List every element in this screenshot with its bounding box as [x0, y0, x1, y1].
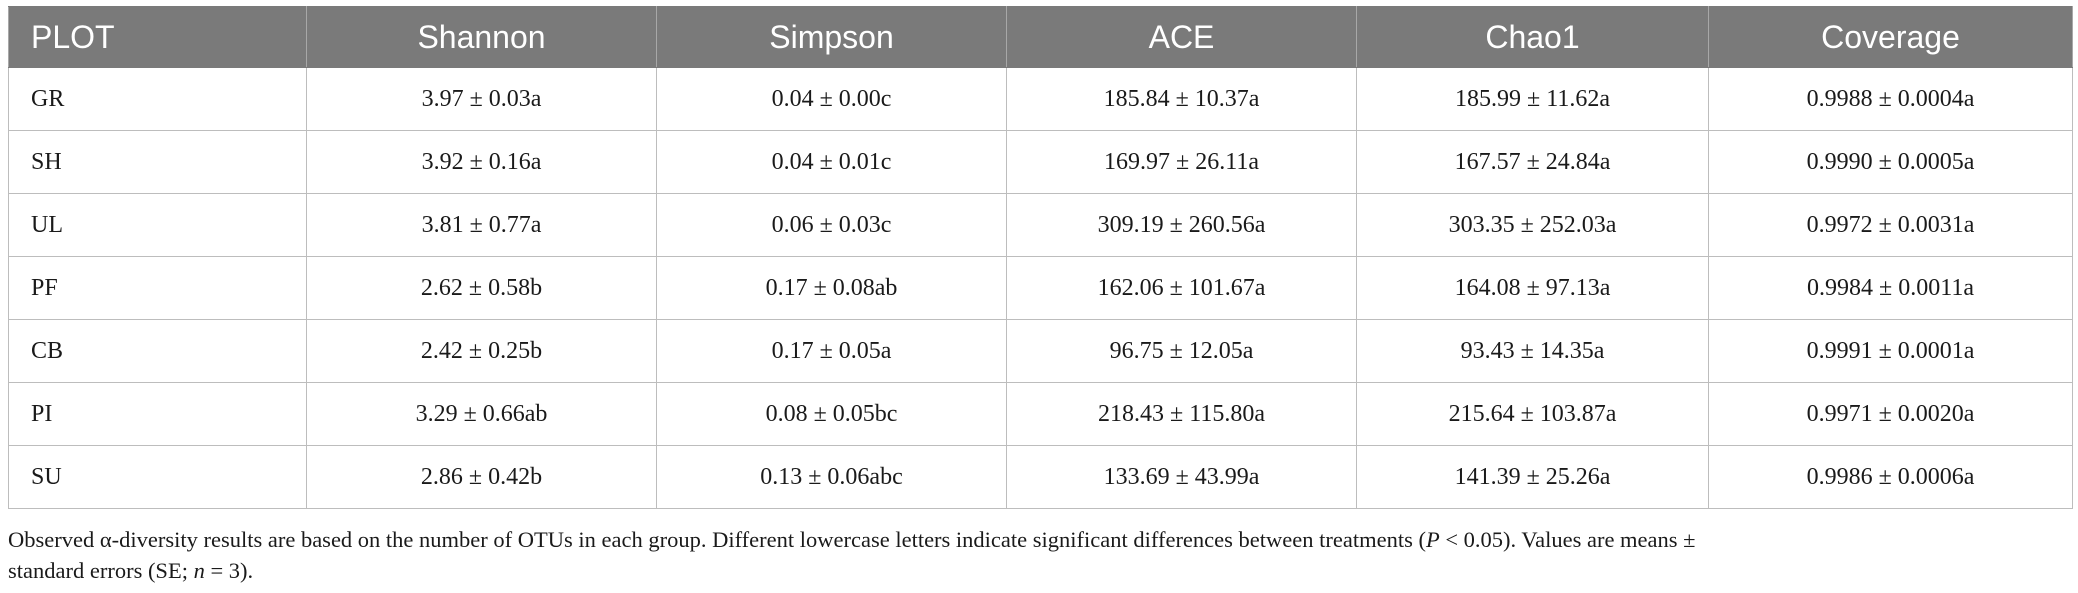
cell-shannon: 3.97 ± 0.03a	[306, 67, 657, 131]
cell-plot: GR	[8, 67, 307, 131]
column-header-ace: ACE	[1006, 6, 1357, 68]
cell-coverage: 0.9984 ± 0.0011a	[1708, 256, 2073, 320]
footnote-text: Observed α-diversity results are based o…	[8, 527, 1426, 552]
cell-coverage: 0.9991 ± 0.0001a	[1708, 319, 2073, 383]
column-header-simpson: Simpson	[656, 6, 1007, 68]
cell-simpson: 0.06 ± 0.03c	[656, 193, 1007, 257]
footnote-p-symbol: P	[1425, 527, 1440, 552]
results-table-container: PLOT Shannon Simpson ACE Chao1 Coverage …	[8, 6, 2073, 509]
cell-simpson: 0.17 ± 0.05a	[656, 319, 1007, 383]
cell-ace: 185.84 ± 10.37a	[1006, 67, 1357, 131]
cell-ace: 133.69 ± 43.99a	[1006, 445, 1357, 509]
table-row: PF 2.62 ± 0.58b 0.17 ± 0.08ab 162.06 ± 1…	[8, 256, 2073, 320]
cell-chao1: 93.43 ± 14.35a	[1356, 319, 1709, 383]
cell-ace: 96.75 ± 12.05a	[1006, 319, 1357, 383]
cell-shannon: 2.42 ± 0.25b	[306, 319, 657, 383]
column-header-shannon: Shannon	[306, 6, 657, 68]
cell-coverage: 0.9972 ± 0.0031a	[1708, 193, 2073, 257]
cell-shannon: 2.86 ± 0.42b	[306, 445, 657, 509]
footnote-text: < 0.05). Values are means ±	[1439, 527, 1696, 552]
cell-chao1: 303.35 ± 252.03a	[1356, 193, 1709, 257]
table-row: GR 3.97 ± 0.03a 0.04 ± 0.00c 185.84 ± 10…	[8, 67, 2073, 131]
column-header-chao1: Chao1	[1356, 6, 1709, 68]
cell-plot: PF	[8, 256, 307, 320]
cell-chao1: 215.64 ± 103.87a	[1356, 382, 1709, 446]
cell-chao1: 185.99 ± 11.62a	[1356, 67, 1709, 131]
cell-simpson: 0.13 ± 0.06abc	[656, 445, 1007, 509]
cell-chao1: 164.08 ± 97.13a	[1356, 256, 1709, 320]
footnote-text: standard errors (SE;	[8, 558, 194, 583]
cell-coverage: 0.9990 ± 0.0005a	[1708, 130, 2073, 194]
cell-shannon: 3.29 ± 0.66ab	[306, 382, 657, 446]
cell-plot: SH	[8, 130, 307, 194]
table-row: PI 3.29 ± 0.66ab 0.08 ± 0.05bc 218.43 ± …	[8, 382, 2073, 446]
cell-simpson: 0.04 ± 0.01c	[656, 130, 1007, 194]
table-row: UL 3.81 ± 0.77a 0.06 ± 0.03c 309.19 ± 26…	[8, 193, 2073, 257]
cell-ace: 169.97 ± 26.11a	[1006, 130, 1357, 194]
table-footnote: Observed α-diversity results are based o…	[8, 524, 2068, 586]
column-header-coverage: Coverage	[1708, 6, 2073, 68]
cell-plot: UL	[8, 193, 307, 257]
column-header-plot: PLOT	[8, 6, 307, 68]
cell-chao1: 167.57 ± 24.84a	[1356, 130, 1709, 194]
footnote-text: = 3).	[204, 558, 254, 583]
table-row: SH 3.92 ± 0.16a 0.04 ± 0.01c 169.97 ± 26…	[8, 130, 2073, 194]
cell-shannon: 3.81 ± 0.77a	[306, 193, 657, 257]
footnote-n-symbol: n	[193, 558, 205, 583]
cell-ace: 162.06 ± 101.67a	[1006, 256, 1357, 320]
cell-chao1: 141.39 ± 25.26a	[1356, 445, 1709, 509]
table-row: CB 2.42 ± 0.25b 0.17 ± 0.05a 96.75 ± 12.…	[8, 319, 2073, 383]
cell-ace: 218.43 ± 115.80a	[1006, 382, 1357, 446]
cell-coverage: 0.9988 ± 0.0004a	[1708, 67, 2073, 131]
cell-ace: 309.19 ± 260.56a	[1006, 193, 1357, 257]
cell-plot: PI	[8, 382, 307, 446]
cell-simpson: 0.08 ± 0.05bc	[656, 382, 1007, 446]
table-row: SU 2.86 ± 0.42b 0.13 ± 0.06abc 133.69 ± …	[8, 445, 2073, 509]
cell-shannon: 2.62 ± 0.58b	[306, 256, 657, 320]
alpha-diversity-table: PLOT Shannon Simpson ACE Chao1 Coverage …	[8, 6, 2073, 509]
cell-plot: CB	[8, 319, 307, 383]
cell-plot: SU	[8, 445, 307, 509]
cell-simpson: 0.04 ± 0.00c	[656, 67, 1007, 131]
cell-coverage: 0.9971 ± 0.0020a	[1708, 382, 2073, 446]
table-header-row: PLOT Shannon Simpson ACE Chao1 Coverage	[8, 6, 2073, 68]
cell-simpson: 0.17 ± 0.08ab	[656, 256, 1007, 320]
cell-coverage: 0.9986 ± 0.0006a	[1708, 445, 2073, 509]
cell-shannon: 3.92 ± 0.16a	[306, 130, 657, 194]
